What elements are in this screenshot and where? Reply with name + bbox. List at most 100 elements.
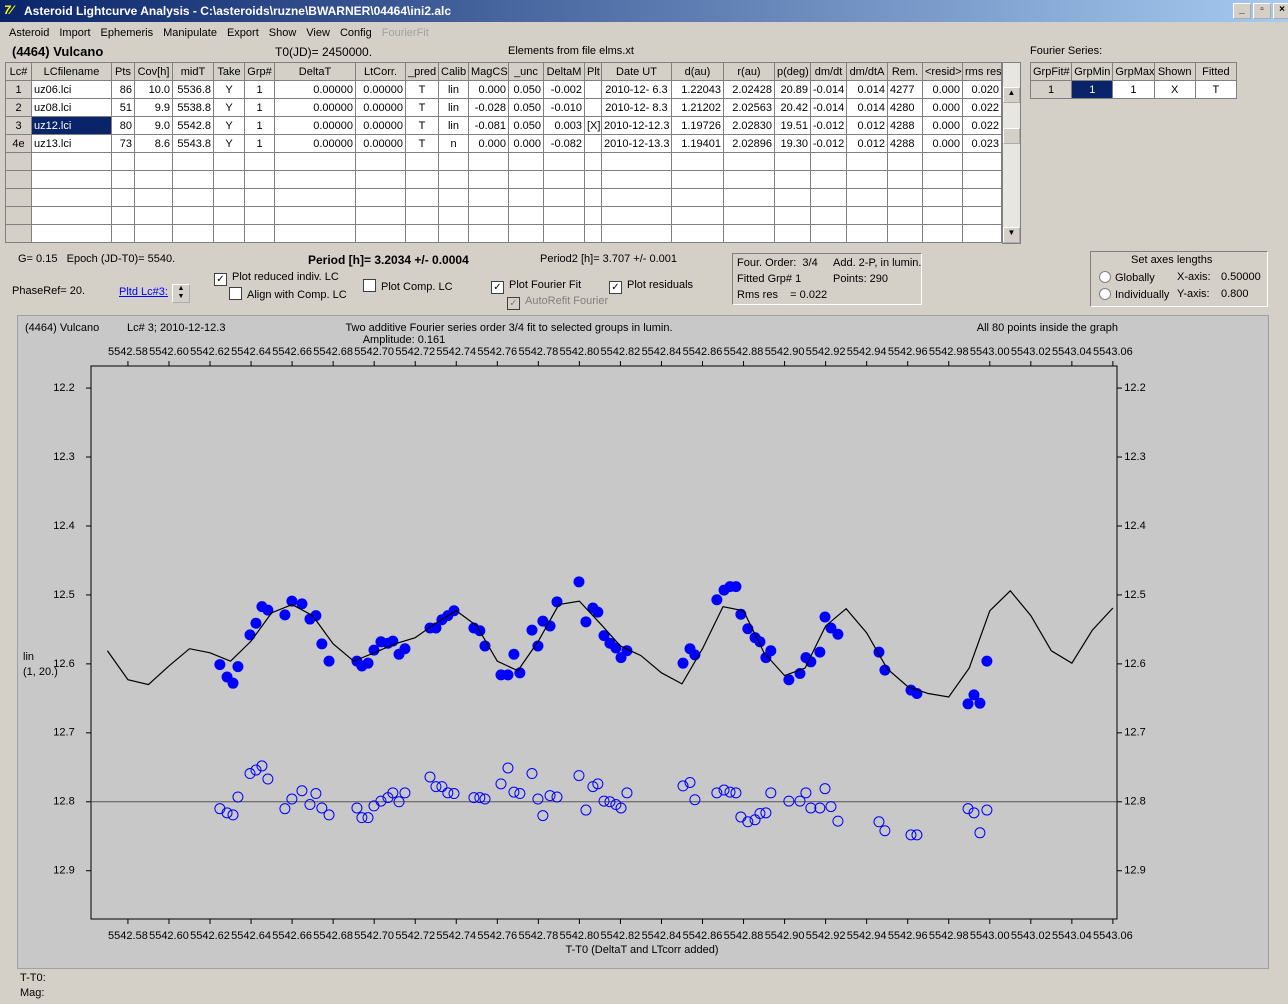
column-header: Calib [438,62,469,81]
table-cell [213,224,245,243]
data-point [765,645,777,657]
menu-item[interactable]: FourierFit [381,27,429,39]
x-tick-label: 5542.88 [724,930,764,942]
checkbox[interactable]: ✓ Plot Fourier Fit [491,279,581,294]
spinner[interactable]: ▲ ▼ [172,284,190,303]
residual-point [502,762,514,774]
column-header: midT [172,62,214,81]
table-cell: 1 [1112,80,1155,99]
checkbox[interactable]: Align with Comp. LC [229,287,347,301]
menu-item[interactable]: Show [268,27,297,39]
table-cell: 0.00000 [274,98,356,117]
checkbox[interactable]: ✓ Plot reduced indiv. LC [214,271,339,286]
menu-item[interactable]: Config [339,27,372,39]
table-cell: 2 [5,98,32,117]
table-scrollbar[interactable]: ▲ ▼ [1002,62,1021,244]
table-cell: 1 [1029,80,1073,99]
data-point [399,643,411,655]
residual-point [814,802,826,814]
residual-point [221,807,233,819]
residual-point [974,827,986,839]
table-cell [887,170,923,189]
table-cell [810,224,847,243]
menu-item[interactable]: Import [59,27,91,39]
residual-point [479,793,491,805]
table-cell [810,170,847,189]
column-header: GrpMax [1112,62,1155,81]
checkbox[interactable]: ✓ Plot residuals [609,279,693,294]
table-cell: Y [213,98,245,117]
table-cell: 1 [244,98,275,117]
table-cell [601,188,672,207]
x-tick-label: 5542.98 [929,930,969,942]
x-tick-label: 5542.98 [929,346,969,358]
table-cell [213,206,245,225]
x-tick-label: 5542.96 [888,346,928,358]
menu-item[interactable]: Asteroid [9,27,50,39]
y-tick-label: 12.4 [1124,520,1145,532]
phase-ref: PhaseRef= 20. [12,285,86,297]
residual-point [424,771,436,783]
menu-item[interactable]: Export [226,27,259,39]
table-cell [846,188,888,207]
x-tick-label: 5542.94 [847,346,887,358]
data-point [262,604,274,616]
table-cell [134,188,173,207]
table-cell: 0.00000 [274,80,356,99]
plotted-lc-link[interactable]: Pltd Lc#3: [119,286,168,298]
x-tick-label: 5543.04 [1052,346,1092,358]
lc-table: Lc# LCfilename Pts Cov[h] midT Take Grp# DeltaT… [5,62,1002,243]
table-cell [213,152,245,171]
table-cell: 0.050 [508,98,544,117]
axes-title: Set axes lengths [1131,254,1213,266]
menu-item[interactable]: Manipulate [163,27,217,39]
radio-globally[interactable]: Globally [1099,271,1155,284]
residual-point [760,807,772,819]
close-button[interactable]: × [1273,3,1288,19]
x-tick-label: 5542.70 [354,930,394,942]
y-axis-label: (1, 20.) [23,666,58,678]
residual-point [765,787,777,799]
residual-point [749,814,761,826]
x-tick-label: 5542.58 [108,930,148,942]
table-cell: 5542.8 [172,116,214,135]
column-header: r(au) [723,62,775,81]
residual-point [911,829,923,841]
table-cell [723,188,775,207]
data-point [730,581,742,593]
minimize-button[interactable]: _ [1233,3,1251,19]
menu-item[interactable]: Ephemeris [100,27,154,39]
table-cell: 0.00000 [274,134,356,153]
table-cell: n [438,134,469,153]
table-cell [543,188,585,207]
table-cell: 2010-12- 8.3 [601,98,672,117]
table-cell [213,170,245,189]
table-cell: 5536.8 [172,80,214,99]
header-row: GrpFit# GrpMin GrpMax Shown Fitted [1029,62,1238,81]
checkbox[interactable]: ✓ AutoRefit Fourier [507,295,608,310]
table-cell: 0.003 [543,116,585,135]
table-cell [922,170,963,189]
checkbox-box [363,279,376,292]
table-cell [111,152,135,171]
table-cell: 9.9 [134,98,173,117]
checkbox[interactable]: Plot Comp. LC [363,279,453,293]
column-header: LCfilename [31,62,112,81]
data-point [514,667,526,679]
radio-individually[interactable]: Individually [1099,288,1169,301]
table-cell [5,170,32,189]
menu-item[interactable]: View [306,27,330,39]
fit-info: Rms res = 0.022 [737,289,828,301]
table-cell: -0.012 [810,134,847,153]
residual-point [286,793,298,805]
table-cell [31,188,112,207]
column-header: Shown [1153,62,1196,81]
table-cell: 4e [5,134,32,153]
y-tick-label: 12.8 [53,796,74,808]
table-cell: 1.19726 [671,116,724,135]
maximize-button[interactable]: ▫ [1253,3,1271,19]
